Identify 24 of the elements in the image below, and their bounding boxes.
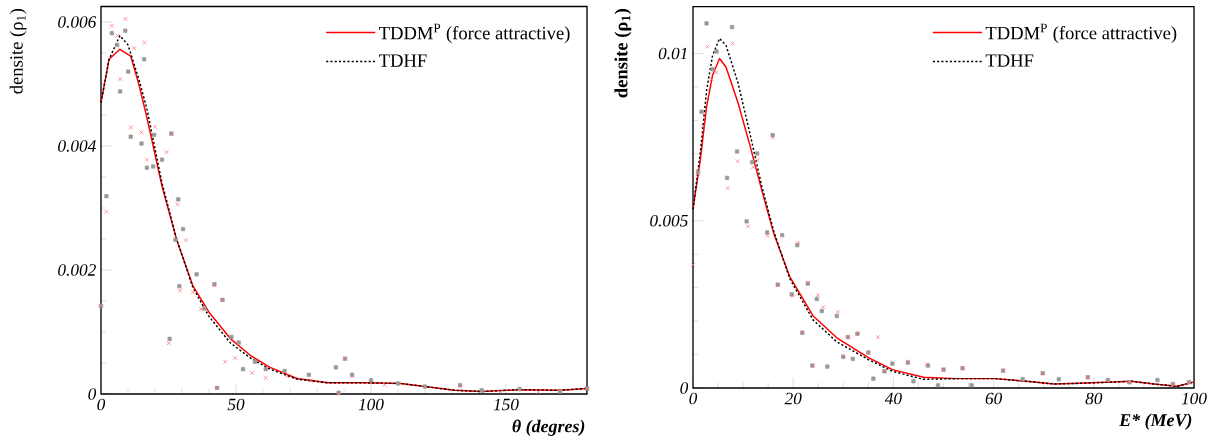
y-tick-label: 0.004 (58, 140, 96, 152)
x-tick-label: 20 (784, 392, 802, 405)
x-tick-label: 100 (358, 398, 384, 411)
y-axis-title: densite (ρ$_{1}$) (9, 8, 27, 94)
x-tick-label: 80 (1085, 392, 1103, 405)
x-tick-label: 100 (1181, 392, 1207, 405)
legend-label: TDHF (379, 54, 427, 67)
x-tick-label: 60 (985, 392, 1003, 405)
x-tick-label: 0 (97, 398, 106, 411)
x-tick-label: 0 (689, 392, 698, 405)
y-axis-title: densite (ρ$_{1}$) (614, 9, 632, 98)
x-axis-title: E* (MeV) (1119, 413, 1192, 430)
x-tick-label: 40 (884, 392, 902, 405)
y-tick-label: 0.01 (658, 47, 687, 60)
legend-label: TDHF (985, 54, 1034, 67)
x-tick-label: 50 (227, 398, 245, 411)
y-tick-label: 0.005 (650, 214, 688, 227)
y-tick-label: 0.002 (58, 264, 96, 276)
legend-label: TDDM$^{P}$ (force attractive) (985, 23, 1177, 44)
y-tick-label: 0 (680, 382, 689, 394)
y-tick-label: 0.006 (58, 16, 97, 28)
legend-label: TDDM$^{P}$ (force attractive) (379, 23, 570, 44)
x-axis-title: θ (degres) (512, 419, 585, 436)
x-tick-label: 150 (493, 398, 519, 411)
